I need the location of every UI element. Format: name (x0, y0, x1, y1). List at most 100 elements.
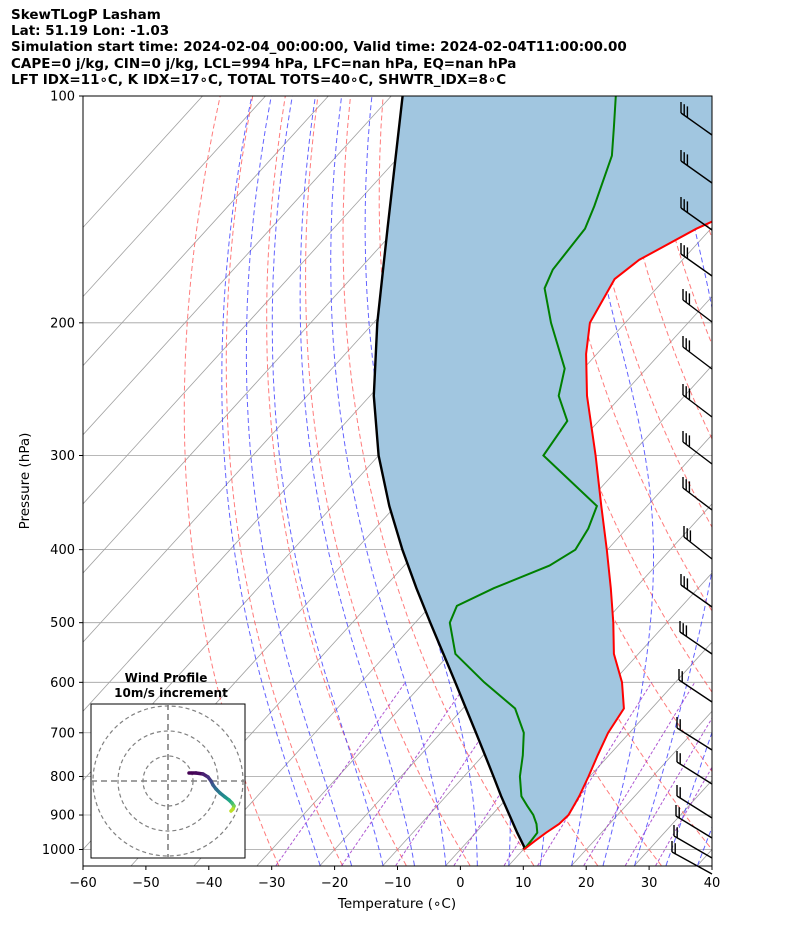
sounding-profiles (372, 96, 712, 851)
dry-adiabat-line (545, 96, 712, 612)
barb-shaft (675, 815, 713, 839)
hodograph-title: Wind Profile (125, 671, 208, 685)
barb-shaft (671, 851, 713, 875)
wind-barb (682, 289, 713, 323)
isotherm-line (83, 96, 392, 436)
wind-barb (680, 574, 713, 608)
barb-shaft (682, 441, 713, 465)
isotherm-line (508, 641, 712, 866)
y-tick-label: 100 (50, 90, 75, 105)
y-tick-label: 500 (50, 616, 75, 631)
wind-barb (676, 785, 713, 819)
dry-adiabat-line (183, 96, 280, 866)
barb-shaft (682, 487, 713, 511)
x-tick-label: −50 (132, 876, 159, 891)
wind-barb (682, 477, 713, 511)
mixing-ratio-line (583, 682, 696, 866)
barb-shaft (676, 761, 713, 785)
barb-shaft (673, 835, 713, 859)
barb-shaft (680, 207, 713, 231)
moist-adiabat-line (299, 96, 415, 866)
moist-adiabat-line (364, 96, 478, 866)
wind-barb (682, 384, 713, 418)
y-axis-label: Pressure (hPa) (17, 433, 33, 530)
barb-shaft (682, 394, 713, 418)
cin-shaded-area (373, 96, 712, 850)
dry-adiabat-line (225, 96, 343, 866)
mixing-ratio-line (341, 682, 468, 866)
x-tick-label: 10 (515, 876, 532, 891)
cape-cin-shading (373, 96, 712, 850)
barb-shaft (678, 679, 713, 703)
wind-barb (671, 841, 713, 875)
parcel-profile-line (372, 96, 526, 850)
moist-adiabat-line (575, 96, 654, 866)
temperature-line (523, 220, 712, 851)
x-axis-label: Temperature (∘C) (337, 896, 456, 912)
barb-shaft (683, 536, 713, 560)
dry-adiabat-line (741, 96, 794, 866)
dry-adiabat-line (266, 96, 407, 866)
x-tick-label: 30 (641, 876, 658, 891)
barb-shaft (682, 346, 713, 370)
barb-shaft (676, 727, 713, 751)
location-line: Lat: 51.19 Lon: -1.03 (11, 23, 170, 40)
y-tick-label: 200 (50, 316, 75, 331)
dry-adiabat-line (342, 96, 535, 866)
wind-barb (678, 669, 713, 703)
moist-adiabat-line (221, 96, 321, 866)
dry-adiabat-line (305, 96, 471, 866)
isotherm-line (319, 434, 712, 866)
moist-adiabat-line (245, 96, 352, 866)
wind-barb (680, 150, 713, 184)
dry-adiabat-line (708, 96, 712, 113)
x-tick-label: −10 (384, 876, 411, 891)
wind-barb (680, 243, 713, 277)
y-tick-label: 300 (50, 449, 75, 464)
axes: −60 −50 −40 −30 −20 −10 0 10 20 30 40 100 200 300 400 5… (42, 90, 720, 892)
wind-barb (680, 197, 713, 231)
wind-barb (682, 431, 713, 465)
x-tick-label: −40 (195, 876, 222, 891)
mixing-ratio-line (624, 717, 712, 866)
isotherm-line (256, 365, 712, 866)
moist-adiabat-line (271, 96, 384, 866)
y-tick-label: 900 (50, 809, 75, 824)
mixing-ratio-line (655, 766, 712, 866)
x-tick-label: 20 (578, 876, 595, 891)
moist-adiabat-line (665, 730, 712, 866)
hodograph-subtitle: 10m/s increment (114, 686, 228, 700)
dewpoint-line (448, 96, 617, 851)
isotherm-line (83, 96, 455, 505)
mixing-ratio-line (275, 682, 406, 866)
title-line: SkewTLogP Lasham (11, 7, 161, 23)
time-line: Simulation start time: 2024-02-04_00:00:… (11, 39, 627, 56)
isotherm-line (83, 96, 266, 298)
isotherm-line (571, 710, 712, 866)
x-tick-label: −60 (69, 876, 96, 891)
y-tick-label: 800 (50, 770, 75, 785)
isotherm-line (83, 96, 329, 367)
hodograph-ring (117, 730, 219, 832)
chart-header: SkewTLogP Lasham Lat: 51.19 Lon: -1.03 S… (11, 7, 627, 88)
wind-profile-inset: Wind Profile 10m/s increment (90, 671, 246, 859)
barb-shaft (679, 631, 713, 655)
cape-line: CAPE=0 j/kg, CIN=0 j/kg, LCL=994 hPa, LF… (11, 55, 517, 72)
dry-adiabat-line (774, 96, 794, 866)
wind-barb (675, 805, 713, 839)
isotherm-line (760, 96, 794, 865)
barb-shaft (680, 112, 713, 136)
barb-shaft (676, 795, 713, 819)
x-tick-label: 0 (456, 876, 464, 891)
moist-adiabat-line (330, 96, 447, 866)
x-tick-label: −30 (258, 876, 285, 891)
index-line: LFT IDX=11∘C, K IDX=17∘C, TOTAL TOTS=40∘… (11, 71, 507, 88)
wind-barb (676, 717, 713, 751)
wind-barb (682, 336, 713, 370)
barb-shaft (680, 253, 713, 277)
wind-barb (673, 825, 713, 859)
y-tick-label: 700 (50, 726, 75, 741)
mixing-ratio-line (537, 682, 653, 866)
wind-barb (683, 526, 713, 560)
